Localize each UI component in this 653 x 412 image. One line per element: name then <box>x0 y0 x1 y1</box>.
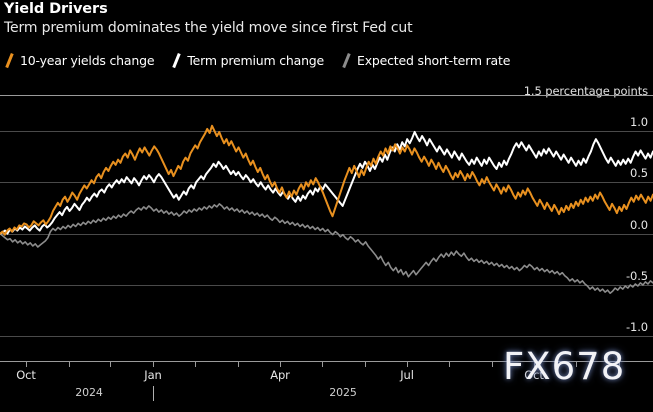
legend-marker-line-icon <box>171 54 181 67</box>
plot-area <box>0 95 653 362</box>
x-tick-mark <box>110 362 111 367</box>
x-tick-mark <box>619 362 620 367</box>
x-tick-mark <box>407 362 408 367</box>
x-tick-mark <box>69 362 70 367</box>
x-tick-mark <box>492 362 493 367</box>
x-tick-mark <box>534 362 535 367</box>
legend-label: Expected short-term rate <box>357 52 511 68</box>
x-tick-mark <box>26 362 27 367</box>
x-axis-year-label: 2025 <box>329 386 357 399</box>
legend-item-10-year-yields-change[interactable]: 10-year yields change <box>4 52 155 68</box>
legend-label: 10-year yields change <box>20 52 155 68</box>
legend-label: Term premium change <box>187 52 325 68</box>
x-tick-label: Oct <box>524 368 544 382</box>
x-tick-label: Apr <box>270 368 290 382</box>
legend-marker-line-icon <box>341 54 351 67</box>
x-tick-mark <box>449 362 450 367</box>
x-axis: Oct Jan Apr Jul Oct 2024 2025 <box>0 362 653 412</box>
legend-marker-line-icon <box>4 54 14 67</box>
x-tick-mark <box>238 362 239 367</box>
x-tick-mark <box>195 362 196 367</box>
page-subtitle: Term premium dominates the yield move si… <box>4 20 413 36</box>
page-title: Yield Drivers <box>4 1 108 17</box>
x-tick-label: Oct <box>16 368 36 382</box>
chart-canvas <box>0 95 653 362</box>
x-tick-label: Jul <box>400 368 414 382</box>
x-axis-year-label: 2024 <box>75 386 103 399</box>
series-line <box>0 130 653 235</box>
x-tick-mark <box>322 362 323 367</box>
legend-item-term-premium-change[interactable]: Term premium change <box>171 53 324 68</box>
axis-unit-note: 1.5 percentage points <box>523 84 648 98</box>
series-line <box>0 203 653 294</box>
x-tick-mark <box>365 362 366 367</box>
x-tick-mark <box>576 362 577 367</box>
chart-legend: 10-year yields change Term premium chang… <box>4 51 510 69</box>
legend-item-expected-short-term-rate[interactable]: Expected short-term rate <box>341 53 510 68</box>
x-tick-mark <box>280 362 281 367</box>
x-tick-mark <box>153 362 154 367</box>
series-line <box>0 124 653 236</box>
watermark: FX678 <box>503 345 626 388</box>
x-tick-label: Jan <box>144 368 162 382</box>
x-axis-year-separator <box>153 386 154 401</box>
